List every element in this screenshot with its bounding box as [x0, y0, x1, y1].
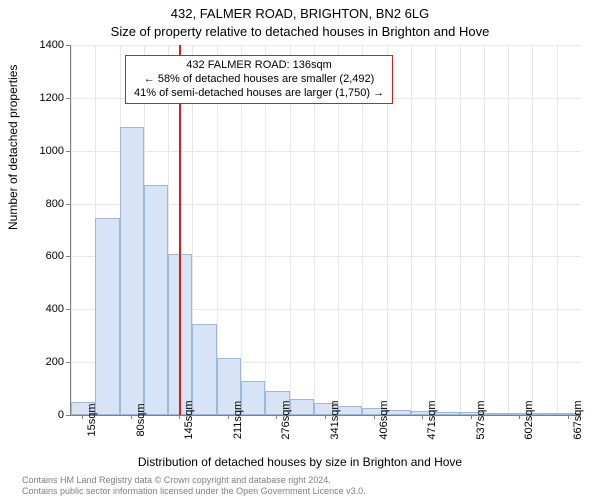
y-tick-label: 1400: [24, 39, 64, 51]
x-tick-mark: [568, 415, 569, 419]
histogram-bar: [532, 413, 556, 415]
y-axis-label: Number of detached properties: [6, 65, 20, 230]
y-tick-mark: [66, 309, 70, 310]
x-tick-label: 211sqm: [232, 401, 244, 439]
histogram-bar: [95, 218, 119, 415]
gridline-v: [411, 45, 412, 415]
callout-line: ← 58% of detached houses are smaller (2,…: [134, 73, 384, 87]
gridline-v: [508, 45, 509, 415]
x-tick-mark: [179, 415, 180, 419]
callout-line: 41% of semi-detached houses are larger (…: [134, 87, 384, 101]
histogram-bar: [338, 406, 362, 415]
histogram-bar: [192, 324, 216, 415]
x-tick-label: 602sqm: [523, 400, 535, 439]
y-tick-mark: [66, 204, 70, 205]
x-axis-label: Distribution of detached houses by size …: [0, 455, 600, 469]
x-tick-mark: [374, 415, 375, 419]
y-tick-label: 1200: [24, 92, 64, 104]
y-tick-label: 800: [24, 198, 64, 210]
x-tick-mark: [276, 415, 277, 419]
x-tick-label: 145sqm: [183, 400, 195, 439]
gridline-v: [557, 45, 558, 415]
y-tick-mark: [66, 256, 70, 257]
y-tick-mark: [66, 415, 70, 416]
gridline-h: [71, 151, 581, 152]
callout-line: 432 FALMER ROAD: 136sqm: [134, 59, 384, 73]
histogram-bar: [387, 410, 411, 415]
gridline-v: [532, 45, 533, 415]
histogram-bar: [484, 413, 508, 415]
gridline-v: [71, 45, 72, 415]
y-tick-mark: [66, 362, 70, 363]
chart-container: 432, FALMER ROAD, BRIGHTON, BN2 6LG Size…: [0, 0, 600, 500]
gridline-v: [484, 45, 485, 415]
x-tick-label: 15sqm: [86, 403, 98, 436]
x-tick-mark: [519, 415, 520, 419]
histogram-bar: [435, 412, 459, 415]
x-tick-mark: [82, 415, 83, 419]
histogram-bar: [241, 381, 265, 415]
y-tick-label: 200: [24, 356, 64, 368]
x-tick-mark: [422, 415, 423, 419]
footer-attribution: Contains HM Land Registry data © Crown c…: [22, 475, 366, 496]
footer-line-2: Contains public sector information licen…: [22, 486, 366, 496]
x-tick-mark: [325, 415, 326, 419]
histogram-bar: [144, 185, 168, 415]
x-tick-label: 341sqm: [329, 400, 341, 439]
title-line-2: Size of property relative to detached ho…: [0, 24, 600, 39]
y-tick-mark: [66, 151, 70, 152]
y-tick-label: 0: [24, 409, 64, 421]
y-tick-label: 1000: [24, 145, 64, 157]
x-tick-label: 80sqm: [135, 403, 147, 436]
x-tick-label: 276sqm: [280, 400, 292, 439]
x-tick-label: 471sqm: [426, 400, 438, 439]
y-tick-label: 400: [24, 303, 64, 315]
x-tick-label: 406sqm: [378, 400, 390, 439]
gridline-v: [435, 45, 436, 415]
marker-callout: 432 FALMER ROAD: 136sqm← 58% of detached…: [125, 55, 393, 104]
x-tick-mark: [228, 415, 229, 419]
footer-line-1: Contains HM Land Registry data © Crown c…: [22, 475, 366, 485]
gridline-h: [71, 45, 581, 46]
histogram-bar: [290, 399, 314, 415]
histogram-bar: [120, 127, 144, 415]
y-tick-mark: [66, 45, 70, 46]
y-tick-mark: [66, 98, 70, 99]
title-line-1: 432, FALMER ROAD, BRIGHTON, BN2 6LG: [0, 6, 600, 21]
x-tick-mark: [471, 415, 472, 419]
y-tick-label: 600: [24, 250, 64, 262]
gridline-v: [460, 45, 461, 415]
x-tick-label: 667sqm: [572, 400, 584, 439]
x-tick-label: 537sqm: [475, 400, 487, 439]
x-tick-mark: [131, 415, 132, 419]
